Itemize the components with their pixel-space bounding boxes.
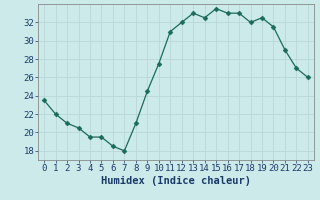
X-axis label: Humidex (Indice chaleur): Humidex (Indice chaleur) — [101, 176, 251, 186]
